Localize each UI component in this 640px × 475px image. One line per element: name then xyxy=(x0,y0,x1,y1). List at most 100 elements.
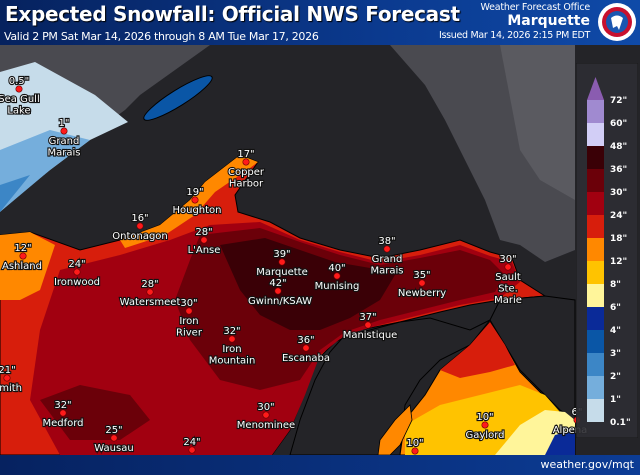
city-marker: 12" Ashland xyxy=(1,242,43,273)
city-marker: 17" Copper Harbor xyxy=(227,148,266,191)
legend-swatch xyxy=(587,169,604,192)
city-name: Newberry xyxy=(398,288,446,299)
snowfall-value: 38" xyxy=(378,236,395,247)
city-dot xyxy=(383,245,391,253)
city-name: Munising xyxy=(315,281,360,292)
city-dot xyxy=(200,236,208,244)
city-marker: 28" Watersmeet xyxy=(119,278,182,309)
city-name: Sea Gull Lake xyxy=(0,94,40,117)
snowfall-value: 37" xyxy=(359,312,376,323)
city-marker: 30" Iron River xyxy=(175,297,204,340)
city-name: Manistique xyxy=(343,330,398,341)
snow-lower-mi-blue xyxy=(545,430,575,455)
city-name: Houghton xyxy=(172,205,221,216)
legend-swatch xyxy=(587,238,604,261)
snowfall-value: 12" xyxy=(14,243,31,254)
snow-orange-fringe xyxy=(0,232,55,300)
legend-label: 18" xyxy=(610,234,627,244)
snowfall-value: 25" xyxy=(105,425,122,436)
city-dot xyxy=(411,447,419,455)
legend-swatch xyxy=(587,192,604,215)
snowfall-value: 32" xyxy=(223,326,240,337)
city-name: Iron River xyxy=(176,316,203,339)
city-name: Ironwood xyxy=(54,277,100,288)
city-marker: 10" Gaylord xyxy=(464,411,505,442)
snow-darkest-36-48 xyxy=(220,238,395,330)
legend-swatch xyxy=(587,146,604,169)
snowfall-value: 24" xyxy=(183,437,200,448)
map-title: Expected Snowfall: Official NWS Forecast xyxy=(5,2,460,26)
footer-bar: weather.gov/mqt xyxy=(0,455,640,475)
legend-label: 60" xyxy=(610,119,627,129)
city-marker: 38" Grand Marais xyxy=(369,235,404,278)
legend-swatch xyxy=(587,353,604,376)
city-dot xyxy=(59,409,67,417)
city-marker: 28" L'Anse xyxy=(186,226,221,257)
snowfall-value: 30" xyxy=(180,298,197,309)
city-marker: 16" Ontonagon xyxy=(111,212,169,243)
legend-swatch xyxy=(587,399,604,422)
legend-label: 30" xyxy=(610,188,627,198)
snowfall-value: 19" xyxy=(186,187,203,198)
city-dot xyxy=(188,446,196,454)
snow-wi-maroon xyxy=(40,385,150,440)
city-marker: 36" Escanaba xyxy=(281,334,331,365)
city-marker: 25" Wausau xyxy=(93,424,135,455)
snowfall-value: 24" xyxy=(68,259,85,270)
legend-label: 0.1" xyxy=(610,418,631,428)
city-dot xyxy=(19,252,27,260)
city-dot xyxy=(73,268,81,276)
city-name: Ashland xyxy=(2,261,42,272)
city-name: Grand Marais xyxy=(48,136,81,159)
city-name: Marquette xyxy=(256,267,308,278)
city-name: Wausau xyxy=(94,443,133,454)
city-marker: 10" xyxy=(405,437,425,455)
snow-mn-shore-blue2 xyxy=(0,175,30,212)
legend-swatch xyxy=(587,330,604,353)
city-dot xyxy=(262,411,270,419)
city-name: Escanaba xyxy=(282,353,330,364)
city-dot xyxy=(146,288,154,296)
snowfall-value: 10" xyxy=(406,438,423,449)
city-name: Gwinn/KSAW xyxy=(248,296,312,307)
city-dot xyxy=(274,287,282,295)
snowfall-value: 32" xyxy=(54,400,71,411)
city-dot xyxy=(3,374,11,382)
legend-label: 2" xyxy=(610,372,621,382)
city-name: Gaylord xyxy=(466,430,505,441)
snowfall-value: 28" xyxy=(195,227,212,238)
nws-logo-icon xyxy=(598,3,636,41)
city-dot xyxy=(364,321,372,329)
snow-keweenaw-orange xyxy=(120,155,258,248)
legend-label: 3" xyxy=(610,349,621,359)
legend-arrow xyxy=(587,77,604,100)
snow-lower-mi-red xyxy=(440,322,515,378)
legend-background xyxy=(576,63,638,438)
city-dot xyxy=(110,434,118,442)
city-marker: 24" xyxy=(182,436,202,454)
snowfall-value: 39" xyxy=(273,249,290,260)
city-marker: 30" Sault Ste. Marie xyxy=(493,253,523,307)
snow-mn-shore-blue xyxy=(0,130,90,212)
snowfall-value: 0.5" xyxy=(9,76,30,87)
city-dot xyxy=(60,127,68,135)
city-marker: 42" Gwinn/KSAW xyxy=(247,277,313,308)
city-name: Watersmeet xyxy=(120,297,181,308)
legend-swatch xyxy=(587,123,604,146)
office-url-link[interactable]: weather.gov/mqt xyxy=(540,458,634,471)
city-marker: 32" Iron Mountain xyxy=(208,325,257,368)
city-dot xyxy=(302,344,310,352)
snowfall-value: 1" xyxy=(59,118,70,129)
legend-swatch xyxy=(587,307,604,330)
city-dot xyxy=(228,335,236,343)
snowfall-value: 21" xyxy=(0,365,16,376)
legend-swatch xyxy=(587,284,604,307)
city-name: Ladysmith xyxy=(0,383,22,394)
snowfall-value: 36" xyxy=(297,335,314,346)
isle-royale xyxy=(143,75,213,121)
city-name: Menominee xyxy=(237,420,295,431)
snowfall-value: 30" xyxy=(257,402,274,413)
city-name: L'Anse xyxy=(188,245,221,256)
city-dot xyxy=(242,158,250,166)
